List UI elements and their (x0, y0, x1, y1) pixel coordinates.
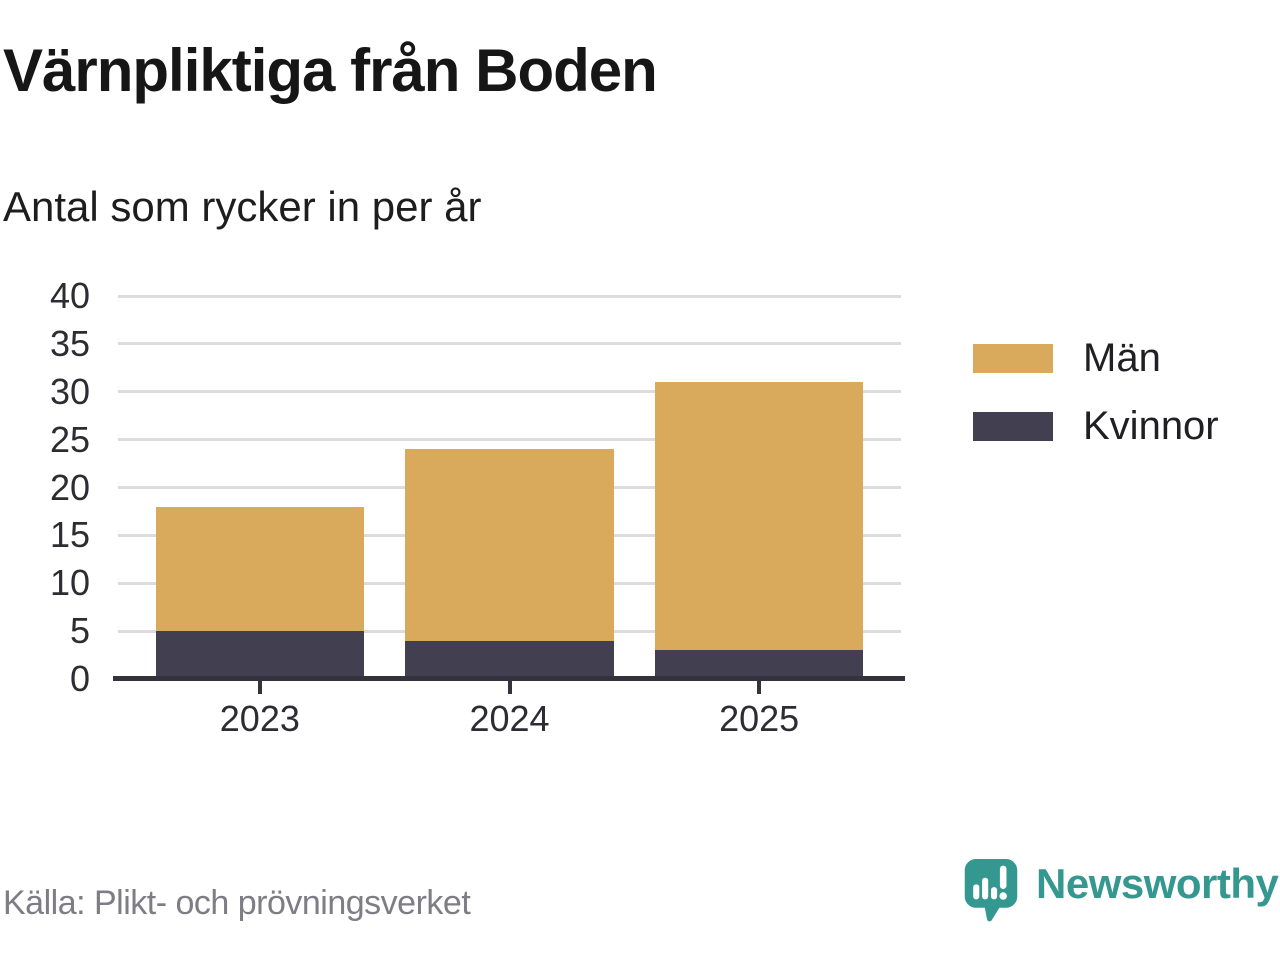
bar-män-2025 (654, 382, 864, 651)
legend-item-women: Kvinnor (973, 406, 1219, 446)
brand-logo: Newsworthy (961, 856, 1279, 922)
legend-swatch-women (973, 411, 1053, 441)
legend-swatch-men (973, 343, 1053, 373)
gridline-25 (118, 438, 901, 442)
logo-bar-2 (982, 877, 989, 900)
chart-title: Värnpliktiga från Boden (3, 37, 658, 104)
logo-bar-1 (973, 884, 980, 900)
bar-kvinnor-2025 (654, 650, 864, 679)
plot-area: 2023 2024 2025 (113, 294, 905, 739)
y-tick-label-20: 20 (49, 466, 90, 508)
chart-subtitle: Antal som rycker in per år (3, 183, 482, 230)
legend-label-men: Män (1083, 336, 1161, 380)
x-tick-2025 (757, 680, 762, 694)
bar-kvinnor-2024 (405, 640, 614, 679)
logo-exclamation-dot (999, 892, 1007, 900)
x-tick-2024 (507, 680, 512, 694)
y-tick-label-30: 30 (49, 370, 90, 412)
brand-name: Newsworthy (1036, 860, 1279, 907)
y-tick-label-5: 5 (69, 610, 90, 652)
legend: Män Kvinnor (973, 338, 1219, 474)
y-tick-label-25: 25 (49, 418, 90, 460)
gridline-35 (118, 342, 901, 346)
source-note: Källa: Plikt- och prövningsverket (3, 884, 471, 922)
bar-män-2024 (405, 449, 614, 641)
y-tick-label-10: 10 (49, 562, 90, 604)
gridline-40 (118, 294, 901, 298)
x-tick-label-2025: 2025 (719, 698, 800, 739)
newsworthy-logo-icon (964, 859, 1018, 922)
y-tick-label-15: 15 (49, 514, 90, 556)
bar-män-2023 (155, 506, 365, 632)
gridline-30 (118, 390, 901, 394)
x-tick-2023 (257, 680, 262, 694)
logo-bar-3 (991, 887, 998, 900)
y-tick-label-0: 0 (69, 658, 90, 699)
x-tick-label-2023: 2023 (219, 698, 300, 739)
x-tick-label-2024: 2024 (469, 698, 550, 739)
legend-item-men: Män (973, 338, 1219, 378)
y-tick-label-35: 35 (49, 322, 90, 364)
y-axis: 0 5 10 15 20 25 30 35 40 (0, 277, 96, 698)
legend-label-women: Kvinnor (1083, 404, 1219, 448)
logo-exclamation-line (999, 865, 1007, 889)
y-tick-label-40: 40 (49, 275, 90, 316)
x-axis-line (113, 676, 905, 681)
bar-kvinnor-2023 (155, 631, 365, 679)
